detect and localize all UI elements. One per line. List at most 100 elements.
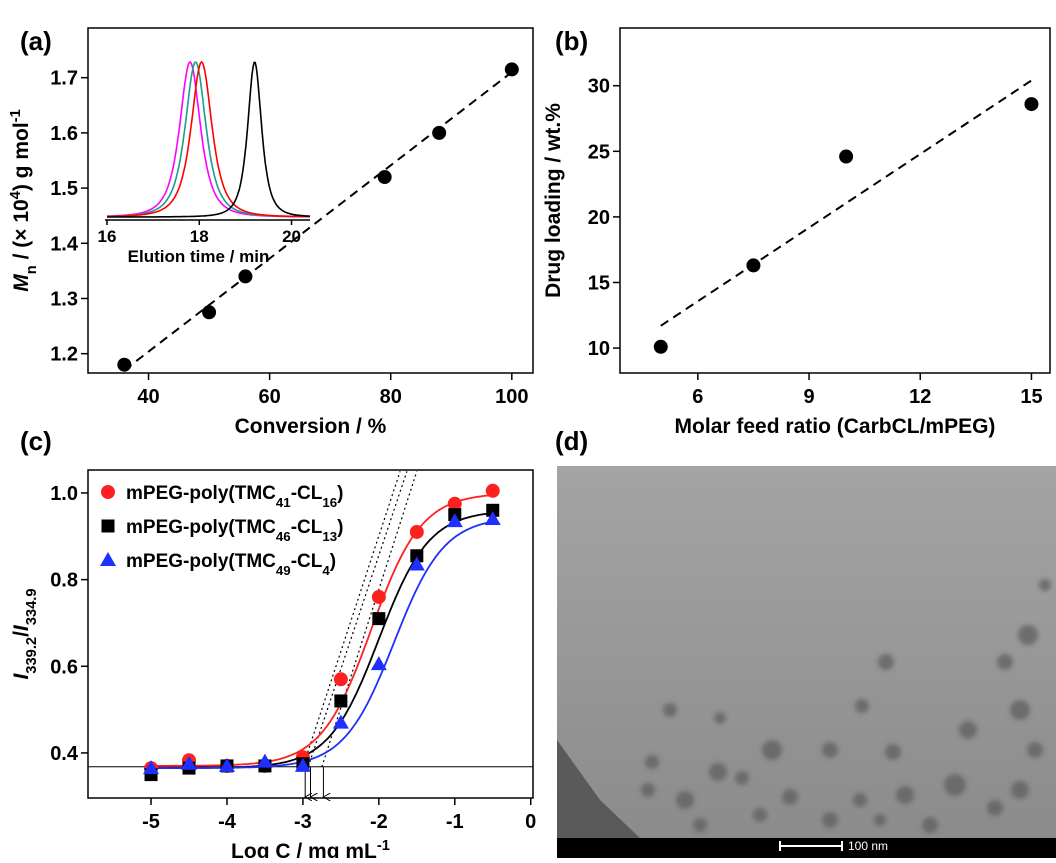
y-tick-label: 1.3	[50, 288, 78, 310]
y-tick-label: 15	[588, 272, 610, 294]
label-part: -1	[8, 109, 24, 122]
marker	[370, 656, 387, 671]
label-part: 41	[276, 495, 291, 510]
micelles	[641, 579, 1051, 833]
marker	[202, 305, 217, 320]
y-tick-label: 1.7	[50, 68, 78, 90]
plot-area	[88, 471, 533, 769]
label-part: I	[10, 624, 33, 631]
plot-frame	[619, 27, 1051, 374]
marker	[409, 524, 424, 539]
marker	[447, 496, 462, 511]
y-tick-label: 20	[588, 207, 610, 229]
marker	[1024, 97, 1039, 112]
label-part: mPEG-poly(TMC	[126, 551, 276, 572]
chart: (a) 40 60 80 100 1.2 1.3 1.4 1.5 1.6 1.7 Conversion…	[8, 26, 534, 438]
label-part: -CL	[291, 517, 323, 538]
legend-label: mPEG-poly(TMC41-CL16)	[126, 483, 343, 510]
y-tick-label: 25	[588, 141, 610, 163]
y-tick-label: 1.5	[50, 178, 78, 200]
legend-swatch	[101, 519, 115, 533]
y-axis-label: I339.2/I334.9	[10, 588, 40, 679]
gpc-trace	[107, 61, 311, 218]
x-tick-label: -2	[370, 811, 388, 833]
label-part: ) g mol	[10, 122, 33, 191]
label-part: )	[330, 551, 336, 572]
x-axis-label: Molar feed ratio (CarbCL/mPEG)	[675, 415, 996, 438]
label-part: 334.9	[24, 588, 40, 625]
x-tick-label: 100	[495, 386, 528, 408]
label-part: 46	[276, 529, 291, 544]
tem-image: 100 nm	[557, 466, 1056, 858]
marker	[408, 556, 425, 571]
marker	[410, 549, 424, 563]
y-tick-label: 0.8	[50, 570, 78, 592]
marker	[485, 483, 500, 498]
label-part: 339.2	[24, 637, 40, 674]
x-tick-label: 60	[259, 386, 281, 408]
marker	[117, 357, 132, 372]
marker	[377, 170, 392, 185]
tangent-line	[307, 471, 408, 767]
inset-x-tick-label: 20	[282, 227, 301, 246]
label-part: / (× 10	[10, 199, 33, 265]
marker	[256, 753, 273, 768]
label-part: Log C / mg mL	[231, 840, 377, 858]
marker	[143, 760, 160, 775]
x-tick-label: -4	[218, 811, 237, 833]
label-part: )	[337, 483, 343, 504]
x-tick-label: -5	[142, 811, 160, 833]
marker	[484, 510, 501, 525]
label-part: -1	[377, 838, 390, 854]
y-axis-label: Drug loading / wt.%	[542, 103, 565, 298]
fit-line	[123, 71, 513, 372]
label-part: 4	[8, 190, 24, 199]
x-axis-label: Conversion / %	[235, 415, 387, 438]
marker	[839, 149, 854, 164]
marker	[504, 62, 519, 77]
y-tick-label: 30	[588, 76, 610, 98]
panel-label: (d)	[555, 426, 588, 456]
label-part: I	[10, 673, 33, 680]
x-tick-label: 12	[909, 386, 931, 408]
fit-curve	[151, 494, 493, 767]
label-part: n	[24, 265, 40, 274]
label-part: 4	[322, 563, 330, 578]
x-tick-label: 80	[380, 386, 402, 408]
tem-background	[557, 466, 1056, 858]
plot-frame	[87, 27, 534, 374]
scale-bar-label: 100 nm	[848, 839, 888, 853]
gpc-trace	[107, 61, 310, 218]
marker	[238, 269, 253, 284]
x-axis-label: Log C / mg mL-1	[231, 838, 390, 858]
marker	[371, 589, 386, 604]
x-tick-label: 40	[137, 386, 159, 408]
y-tick-label: 1.2	[50, 344, 78, 366]
label-part: M	[10, 274, 33, 292]
inset-x-axis-label: Elution time / min	[128, 247, 270, 266]
marker	[432, 125, 447, 140]
legend-swatch	[101, 485, 115, 499]
y-tick-label: 1.0	[50, 483, 78, 505]
label-part: 13	[322, 529, 337, 544]
marker	[746, 258, 761, 273]
legend-swatch	[100, 552, 116, 566]
x-tick-label: 0	[525, 811, 536, 833]
marker	[372, 612, 386, 626]
y-tick-label: 1.4	[50, 233, 79, 255]
label-part: -CL	[291, 483, 323, 504]
x-tick-label: -3	[294, 811, 312, 833]
marker	[180, 755, 197, 770]
grid-edge	[557, 740, 640, 838]
fit-line	[660, 79, 1033, 327]
chart: (b) 6 9 12 15 10 15 20 25 30 Molar feed ratio (Car…	[542, 26, 1051, 438]
label-part: 16	[322, 495, 337, 510]
marker	[333, 672, 348, 687]
x-tick-label: 15	[1020, 386, 1042, 408]
marker	[653, 339, 668, 354]
x-tick-label: -1	[446, 811, 464, 833]
panel-label: (a)	[20, 26, 52, 56]
panel-label: (b)	[555, 26, 588, 56]
tangent-line	[321, 471, 418, 767]
